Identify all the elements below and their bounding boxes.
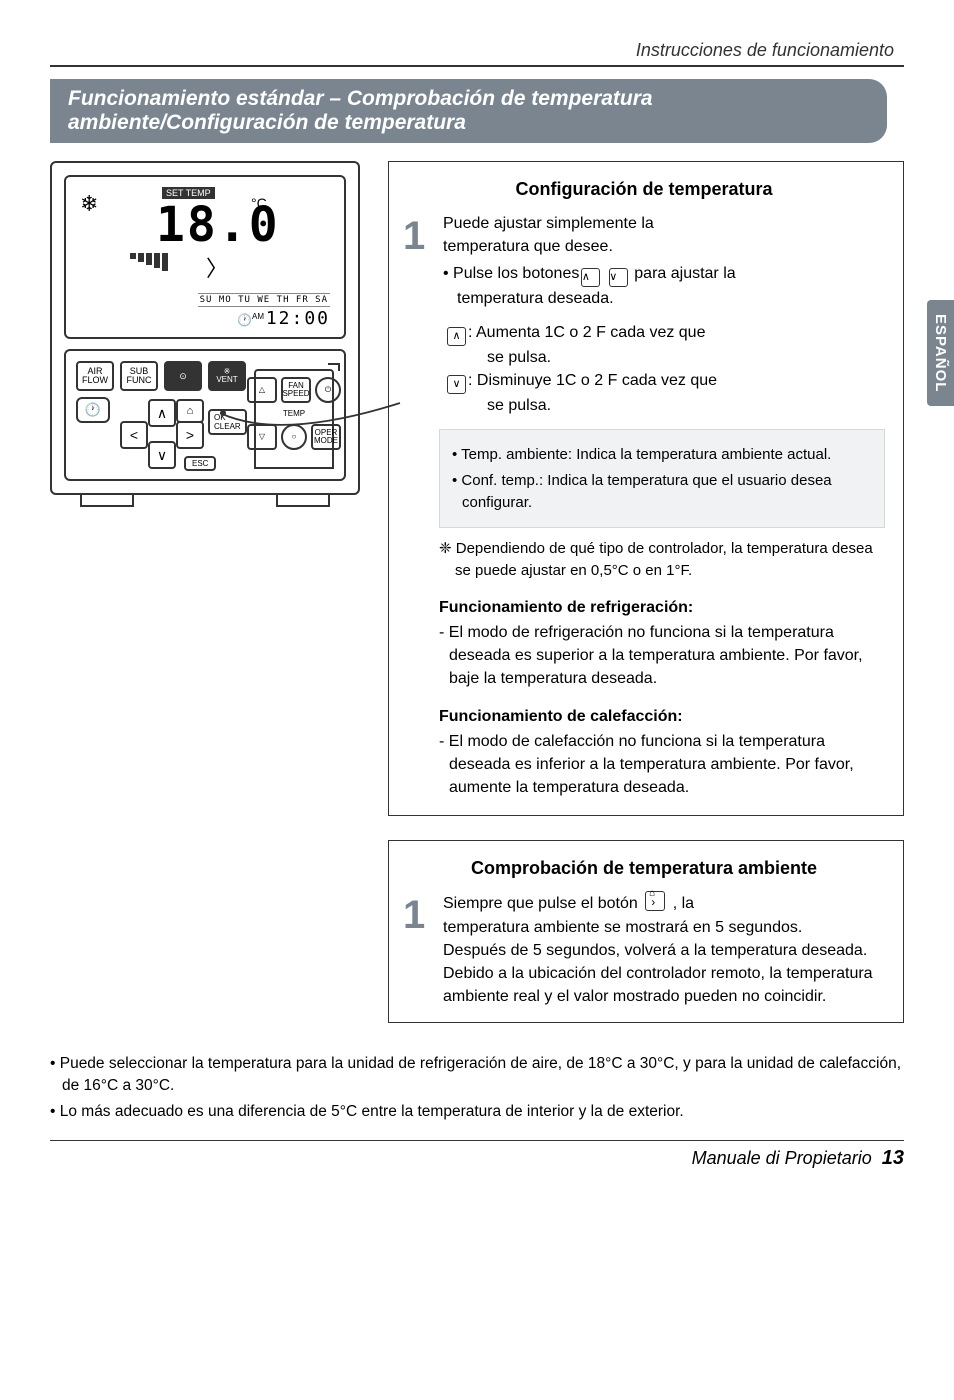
dpad-home[interactable]: ⌂: [176, 399, 204, 423]
up-desc-2: se pulsa.: [445, 346, 885, 369]
target-button[interactable]: ⊙: [164, 361, 202, 391]
lcd-unit: °C: [251, 195, 267, 211]
side-lid: △ FAN SPEED ⏻ TEMP ▽ ○ OPER MODE: [254, 369, 334, 469]
oper-mode-button[interactable]: OPER MODE: [311, 424, 341, 450]
clock-icon: 🕐AM: [237, 312, 264, 327]
lcd-time: 12:00: [266, 308, 330, 329]
footer-title: Manuale di Propietario: [692, 1148, 872, 1168]
footer-page: 13: [882, 1147, 904, 1169]
page-banner: Funcionamiento estándar – Comprobación d…: [50, 79, 887, 143]
down-desc: ∨: Disminuye 1C o 2 F cada vez que: [445, 369, 885, 394]
cal-body: - El modo de calefacción no funciona si …: [439, 730, 885, 800]
fan-speed-button[interactable]: FAN SPEED: [281, 377, 311, 403]
up-key-icon-2: ∧: [447, 327, 466, 346]
esc-button[interactable]: ESC: [184, 456, 216, 471]
lcd-screen: ❄ SET TEMP 18.0 °C 〉 SU MO TU WE TH FR S…: [64, 175, 346, 339]
home-button-icon: [645, 891, 665, 911]
up-key-icon: ∧: [581, 268, 600, 287]
grey-note-2: • Conf. temp.: Indica la temperatura que…: [452, 470, 872, 514]
check-line-1: Siempre que pulse el botón , la: [443, 891, 885, 915]
temp-up-button[interactable]: △: [247, 377, 277, 403]
temp-label: TEMP: [283, 409, 305, 418]
check-line-4: Debido a la ubicación del controlador re…: [443, 962, 885, 1008]
header-section: Instrucciones de funcionamiento: [50, 40, 904, 61]
bullet-1: • Pulse los botones∧ ∨ para ajustar la: [443, 262, 885, 287]
circle-button[interactable]: ○: [281, 424, 307, 450]
grey-note-1: • Temp. ambiente: Indica la temperatura …: [452, 444, 872, 466]
up-desc: ∧: Aumenta 1C o 2 F cada vez que: [445, 321, 885, 346]
intro-line-2: temperatura que desee.: [443, 235, 885, 258]
button-panel: AIR FLOW SUB FUNC ⊙ ※VENT 🕐 ∧ ⌂ < >: [64, 349, 346, 481]
fan-bars-icon: [130, 253, 168, 271]
step-number-1: 1: [403, 216, 431, 256]
air-flow-button[interactable]: AIR FLOW: [76, 361, 114, 391]
vent-button[interactable]: ※VENT: [208, 361, 246, 391]
bullet-1-cont: temperatura deseada.: [443, 287, 885, 310]
dpad-down[interactable]: ∨: [148, 441, 176, 469]
footnote-2: • Lo más adecuado es una diferencia de 5…: [50, 1101, 904, 1123]
dpad: ∧ ⌂ < > ∨ OK CLEAR ESC: [116, 399, 226, 469]
temp-down-button[interactable]: ▽: [247, 424, 277, 450]
header-rule: [50, 65, 904, 67]
lcd-days: SU MO TU WE TH FR SA: [198, 293, 330, 307]
language-tab: ESPAÑOL: [927, 300, 954, 406]
step-number-2: 1: [403, 895, 431, 935]
footnotes: • Puede seleccionar la temperatura para …: [50, 1053, 904, 1122]
down-desc-2: se pulsa.: [445, 394, 885, 417]
ok-clear-button[interactable]: OK CLEAR: [208, 409, 247, 435]
cal-title: Funcionamiento de calefacción:: [439, 705, 885, 728]
down-key-icon: ∨: [609, 268, 628, 287]
check-box: Comprobación de temperatura ambiente 1 S…: [388, 840, 904, 1023]
sub-func-button[interactable]: SUB FUNC: [120, 361, 158, 391]
check-line-3: Después de 5 segundos, volverá a la temp…: [443, 939, 885, 962]
page-footer: Manuale di Propietario 13: [50, 1147, 904, 1170]
check-line-2: temperatura ambiente se mostrará en 5 se…: [443, 916, 885, 939]
dpad-right[interactable]: >: [176, 421, 204, 449]
remote-illustration: ❄ SET TEMP 18.0 °C 〉 SU MO TU WE TH FR S…: [50, 161, 360, 507]
refrigeration-subsection: Funcionamiento de refrigeración: - El mo…: [439, 596, 885, 691]
config-title: Configuración de temperatura: [403, 176, 885, 202]
check-title: Comprobación de temperatura ambiente: [403, 855, 885, 881]
config-box: Configuración de temperatura 1 Puede aju…: [388, 161, 904, 816]
snow-note: ❈ Dependiendo de qué tipo de controlador…: [439, 538, 885, 582]
ref-body: - El modo de refrigeración no funciona s…: [439, 621, 885, 691]
grey-note-box: • Temp. ambiente: Indica la temperatura …: [439, 429, 885, 528]
ref-title: Funcionamiento de refrigeración:: [439, 596, 885, 619]
snowflake-icon: ❄: [80, 191, 98, 217]
lcd-arrow-icon: 〉: [206, 251, 228, 283]
dpad-up[interactable]: ∧: [148, 399, 176, 427]
remote-feet: [50, 493, 360, 507]
clock-button[interactable]: 🕐: [76, 397, 110, 423]
footnote-1: • Puede seleccionar la temperatura para …: [50, 1053, 904, 1096]
down-key-icon-2: ∨: [447, 375, 466, 394]
power-button[interactable]: ⏻: [315, 377, 341, 403]
intro-line-1: Puede ajustar simplemente la: [443, 212, 885, 235]
footer-rule: [50, 1140, 904, 1141]
dpad-left[interactable]: <: [120, 421, 148, 449]
calefaccion-subsection: Funcionamiento de calefacción: - El modo…: [439, 705, 885, 800]
